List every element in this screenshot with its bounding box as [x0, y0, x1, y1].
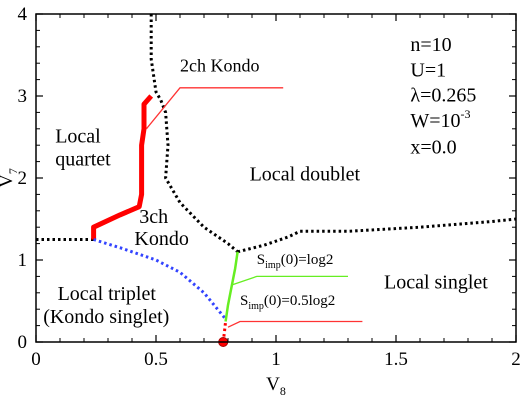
annotation-leader-1 — [232, 275, 348, 286]
phase-boundary-6 — [221, 321, 228, 343]
x-tick-label: 0 — [31, 349, 41, 370]
y-axis-title-sub: 7 — [6, 168, 20, 174]
phase-boundary-4 — [93, 238, 227, 320]
parameter-label: W=10-3 — [410, 107, 470, 132]
region-label: Local — [55, 126, 101, 148]
phase-boundary-3 — [91, 94, 154, 240]
parameter-text: λ=0.265 — [410, 85, 476, 107]
y-tick-label: 2 — [18, 168, 28, 189]
x-tick-label: 0.5 — [144, 349, 168, 370]
region-label: (Kondo singlet) — [43, 306, 169, 328]
region-label: quartet — [55, 149, 111, 171]
annotation-leader-0 — [145, 87, 284, 130]
x-axis-title: V8 — [266, 374, 286, 398]
parameter-label: x=0.0 — [410, 136, 456, 158]
parameter-text: x=0.0 — [410, 136, 456, 158]
x-tick-label: 2 — [511, 349, 521, 370]
annotation-label-2: Simp(0)=0.5log2 — [240, 293, 335, 312]
parameter-text: W=10 — [410, 110, 460, 132]
annotation-label-0: 2ch Kondo — [180, 55, 260, 75]
parameter-label: U=1 — [410, 59, 446, 81]
y-axis-title-main: V — [0, 174, 17, 188]
annotation-main: S — [240, 293, 248, 309]
y-tick-label: 3 — [18, 86, 28, 107]
phase-boundary-1 — [149, 14, 239, 253]
tick-layer — [35, 13, 517, 343]
annotation-sub: imp — [248, 301, 264, 312]
region-label: Local triplet — [58, 283, 157, 305]
annotation-label-1: Simp(0)=log2 — [257, 252, 334, 271]
annotation-sub: imp — [265, 260, 281, 271]
parameter-text: n=10 — [410, 34, 451, 56]
parameter-text: U=1 — [410, 59, 446, 81]
region-label: Kondo — [134, 228, 188, 250]
x-tick-label: 1 — [271, 349, 281, 370]
annotation-leader-2 — [227, 320, 363, 328]
x-axis-title-sub: 8 — [280, 384, 286, 398]
region-label: Local doublet — [250, 163, 361, 185]
x-axis-title-main: V — [266, 374, 280, 395]
phase-boundary-2 — [237, 217, 517, 254]
y-tick-label: 1 — [18, 250, 28, 271]
y-axis-title: V7 — [0, 168, 20, 188]
parameter-sup: -3 — [461, 107, 471, 121]
annotation-tail: (0)=0.5log2 — [264, 293, 335, 309]
series-layer — [36, 14, 517, 347]
annotation-tail: (0)=log2 — [281, 252, 334, 268]
annotation-main: S — [257, 252, 265, 268]
region-label: 3ch — [139, 206, 168, 228]
parameter-label: n=10 — [410, 34, 451, 56]
parameter-label: λ=0.265 — [410, 85, 476, 107]
y-tick-label: 0 — [18, 332, 28, 353]
annotation-main: 2ch Kondo — [180, 55, 260, 75]
region-label: Local singlet — [384, 272, 488, 294]
y-tick-label: 4 — [18, 4, 28, 25]
phase-boundary-5 — [224, 251, 239, 322]
x-tick-label: 1.5 — [384, 349, 408, 370]
